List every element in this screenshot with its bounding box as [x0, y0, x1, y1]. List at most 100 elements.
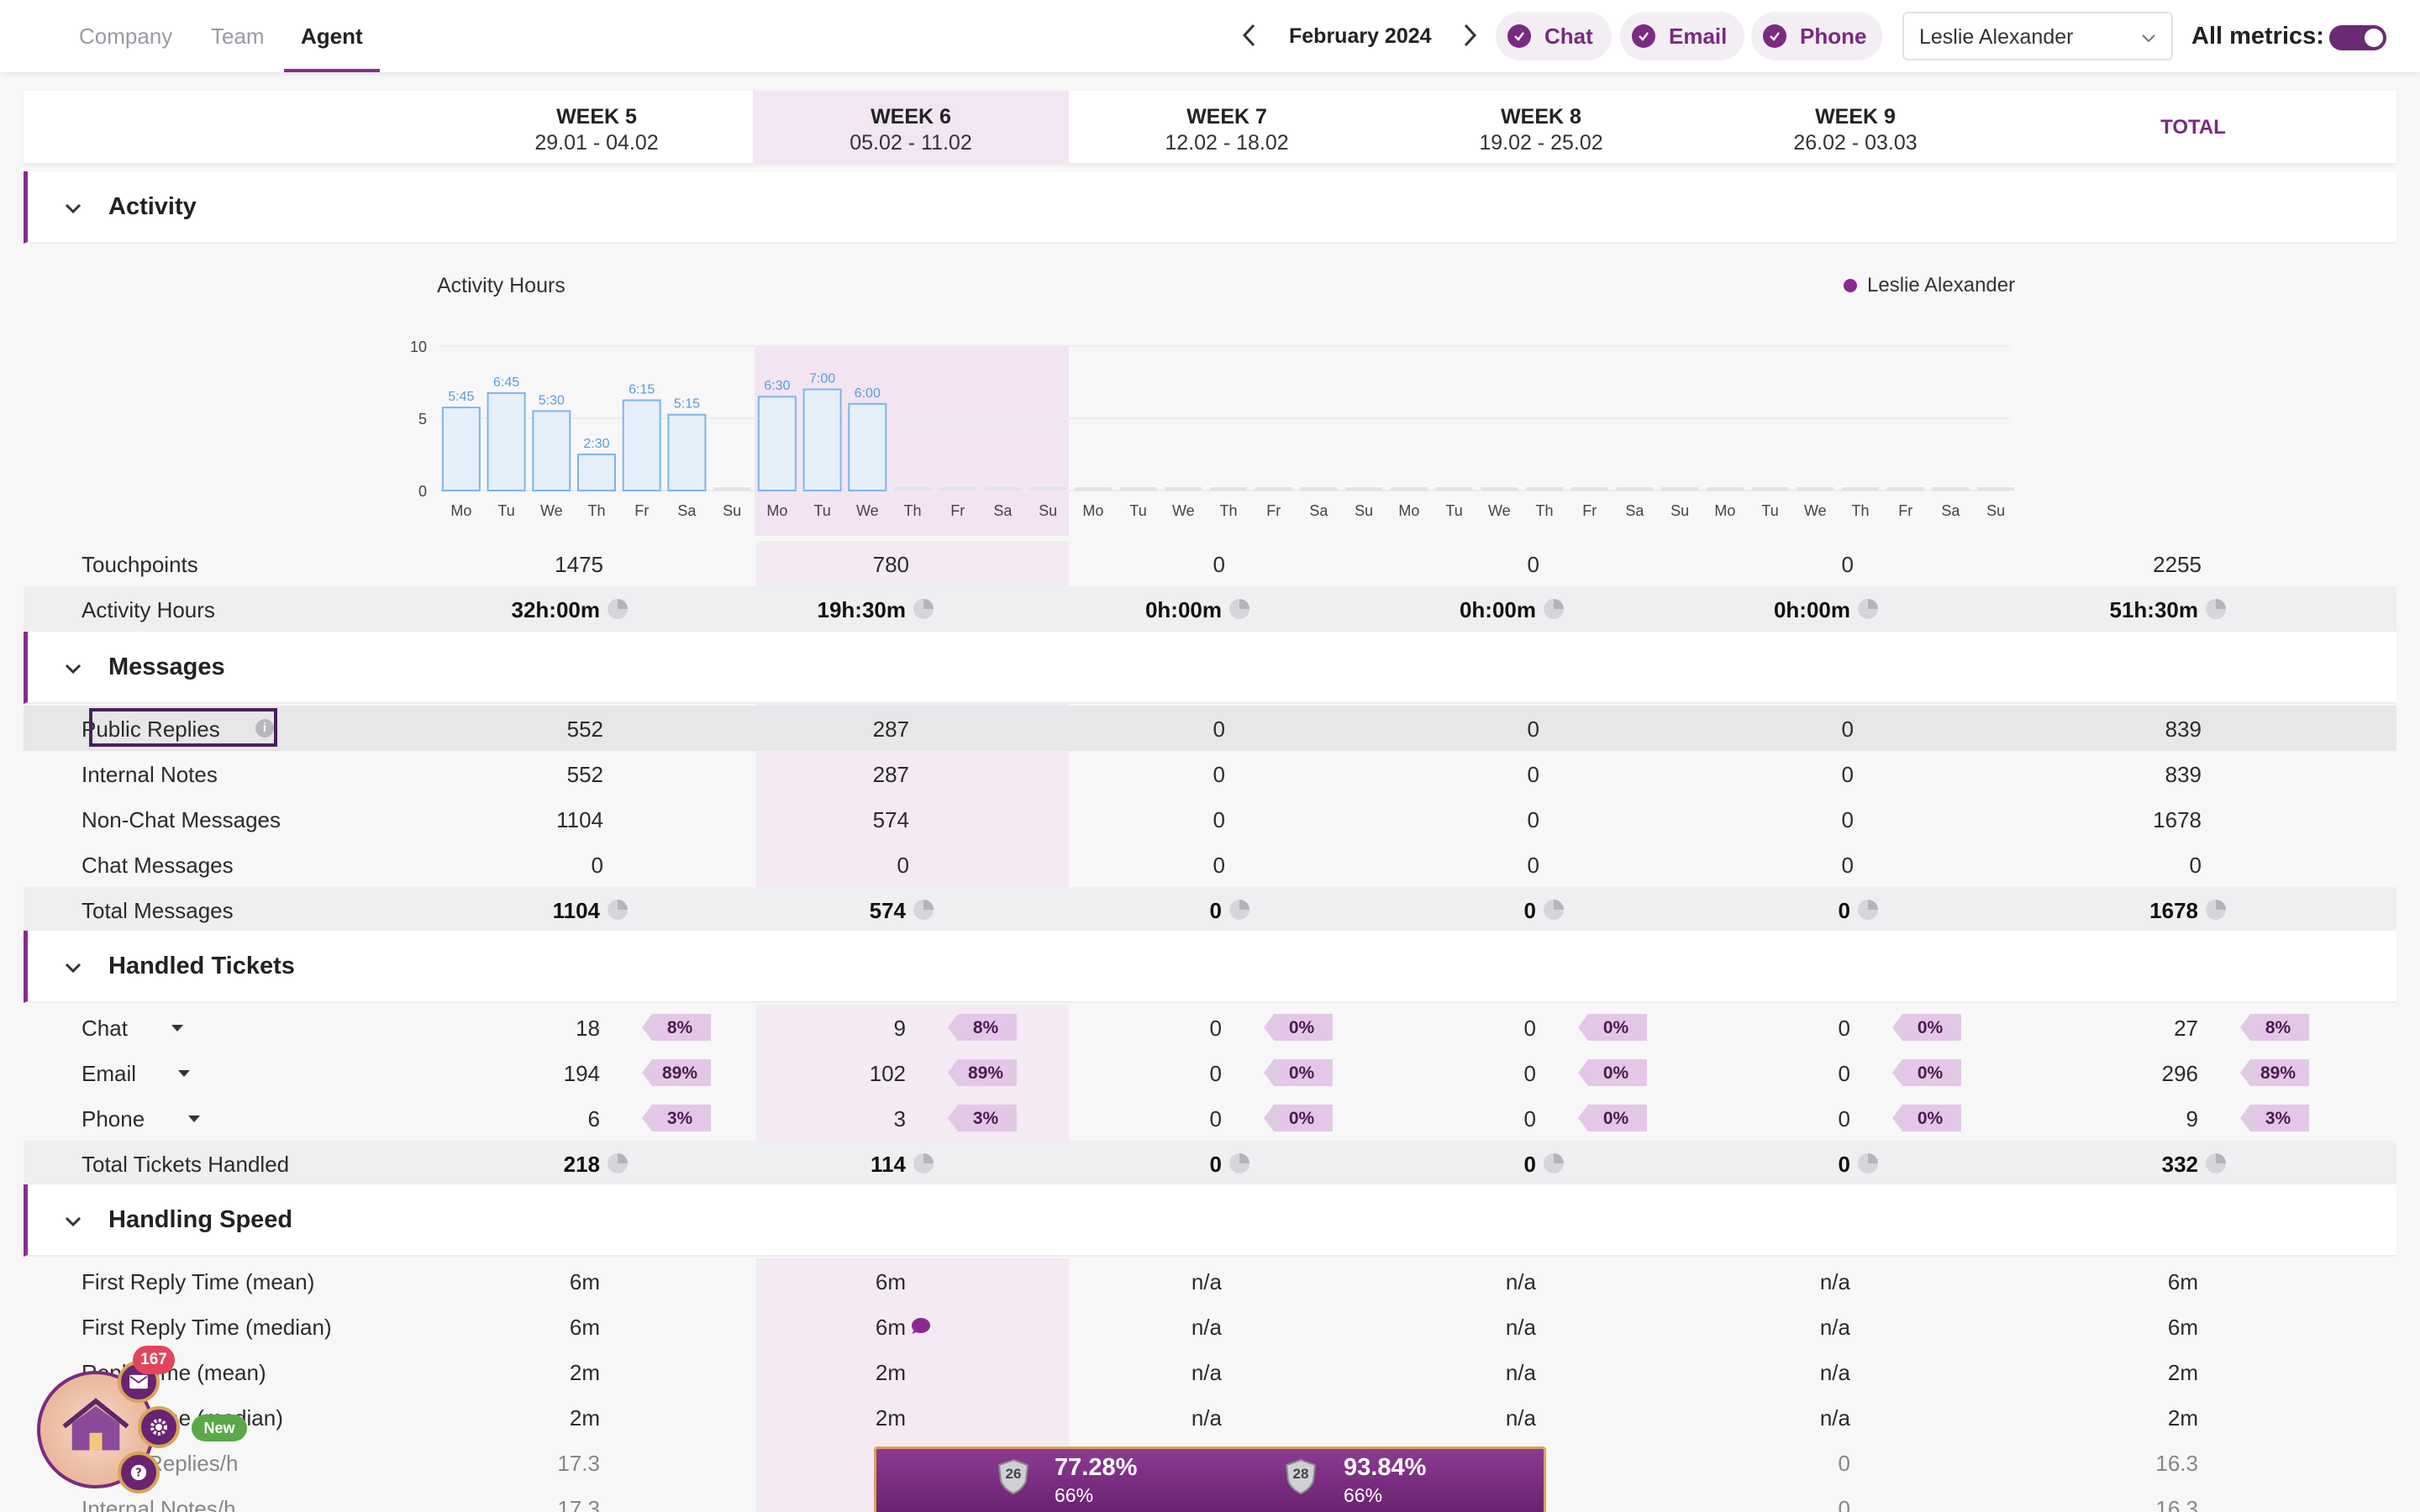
chart-breakdown-icon[interactable] [1857, 899, 1879, 921]
next-month-button[interactable] [1457, 20, 1482, 50]
agent-select[interactable]: Leslie Alexander [1902, 12, 2173, 60]
checkmark-icon [1632, 24, 1655, 48]
chart-bar[interactable] [1210, 487, 1247, 491]
chart-bar[interactable] [1570, 487, 1608, 491]
chart-bar[interactable] [1751, 487, 1789, 491]
chart-bar[interactable] [939, 487, 976, 491]
chart-bar[interactable] [1255, 487, 1292, 491]
chart-bar[interactable] [1029, 487, 1067, 491]
chart-bar[interactable] [667, 413, 707, 491]
x-tick-label: Mo [1398, 502, 1419, 519]
chart-bar[interactable] [1390, 487, 1428, 491]
new-badge: New [192, 1415, 247, 1441]
y-tick-label: 5 [418, 411, 427, 428]
chart-breakdown-icon[interactable] [1228, 598, 1250, 620]
chart-breakdown-icon[interactable] [1543, 899, 1565, 921]
channel-label: Chat [1544, 23, 1593, 49]
section-title: Handling Speed [108, 1206, 293, 1233]
chart-breakdown-icon[interactable] [2205, 1152, 2227, 1174]
metric-value: 1104 [556, 807, 603, 832]
chart-bar[interactable] [1886, 487, 1924, 491]
chart-bar[interactable] [1842, 487, 1879, 491]
chart-legend[interactable]: Leslie Alexander [1844, 274, 2015, 297]
chart-bar[interactable] [1119, 487, 1157, 491]
chart-breakdown-icon[interactable] [1857, 598, 1879, 620]
metric-value: 0 [1523, 1061, 1536, 1086]
chart-breakdown-icon[interactable] [1857, 1152, 1879, 1174]
achievement-bar[interactable]: 26 77.28% 66% 28 93.84% 66% [874, 1446, 1546, 1512]
section-header-handling-speed[interactable]: Handling Speed [24, 1184, 2396, 1257]
chart-bar[interactable] [622, 399, 661, 491]
settings-button[interactable] [138, 1406, 180, 1448]
chart-bar[interactable] [1300, 487, 1338, 491]
chart-bar[interactable] [441, 407, 481, 491]
caret-down-icon[interactable] [176, 1068, 192, 1079]
chart-bar[interactable] [1932, 487, 1970, 491]
chevron-right-icon [1464, 24, 1477, 47]
chart-bar[interactable] [1165, 487, 1202, 491]
channel-filter-chat[interactable]: Chat [1496, 12, 1612, 60]
chart-bar[interactable] [1481, 487, 1518, 491]
percent-value: 89% [967, 1063, 1004, 1083]
bar-data-label: 2:30 [583, 437, 609, 451]
chart-breakdown-icon[interactable] [607, 598, 629, 620]
tab-team[interactable]: Team [211, 24, 265, 49]
chart-bar[interactable] [894, 487, 931, 491]
chart-breakdown-icon[interactable] [607, 899, 629, 921]
chart-breakdown-icon[interactable] [1228, 899, 1250, 921]
section-header-handled-tickets[interactable]: Handled Tickets [24, 931, 2396, 1003]
comment-icon[interactable] [909, 1317, 931, 1336]
bar-data-label: 6:15 [629, 383, 655, 397]
chart-bar[interactable] [1977, 487, 2015, 491]
chart-bar[interactable] [1616, 487, 1654, 491]
week-dates: 05.02 - 11.02 [850, 131, 972, 155]
chart-bar[interactable] [1706, 487, 1744, 491]
chart-breakdown-icon[interactable] [1228, 1152, 1250, 1174]
metric-value: n/a [1191, 1405, 1222, 1431]
row-label: Touchpoints [82, 552, 198, 577]
chart-bar[interactable] [984, 487, 1022, 491]
metric-value: 9 [893, 1016, 906, 1041]
info-icon[interactable]: i [255, 719, 274, 738]
section-header-activity[interactable]: Activity [24, 171, 2396, 244]
row-label: Internal Notes [82, 762, 218, 787]
x-tick-label: Mo [1714, 502, 1735, 519]
chart-bar[interactable] [1345, 487, 1383, 491]
previous-month-button[interactable] [1237, 20, 1262, 50]
chart-bar[interactable] [848, 402, 887, 491]
channel-filter-phone[interactable]: Phone [1751, 12, 1882, 60]
chart-bar[interactable] [1797, 487, 1834, 491]
metric-value: 780 [872, 552, 909, 577]
chart-bar[interactable] [802, 388, 842, 491]
chart-bar[interactable] [1661, 487, 1699, 491]
tab-company[interactable]: Company [79, 24, 173, 49]
chart-bar[interactable] [1074, 487, 1112, 491]
x-tick-label: Fr [1266, 502, 1281, 519]
chart-bar[interactable] [757, 396, 797, 491]
chart-bar[interactable] [487, 391, 526, 491]
y-tick-label: 0 [418, 483, 427, 500]
chart-breakdown-icon[interactable] [607, 1152, 629, 1174]
channel-filter-email[interactable]: Email [1620, 12, 1744, 60]
chart-bar[interactable] [577, 454, 616, 491]
caret-down-icon[interactable] [170, 1023, 185, 1033]
chart-bar[interactable] [1435, 487, 1473, 491]
metric-value: 1678 [2149, 898, 2198, 923]
caret-down-icon[interactable] [187, 1114, 202, 1124]
chevron-down-icon [65, 963, 82, 974]
chart-breakdown-icon[interactable] [1543, 598, 1565, 620]
help-button[interactable]: ? [118, 1452, 160, 1494]
chart-breakdown-icon[interactable] [913, 598, 934, 620]
section-header-messages[interactable]: Messages [24, 632, 2396, 704]
all-metrics-toggle[interactable] [2329, 25, 2386, 50]
chart-breakdown-icon[interactable] [913, 1152, 934, 1174]
x-tick-label: Th [1851, 502, 1869, 519]
chart-bar[interactable] [532, 410, 571, 491]
tab-agent[interactable]: Agent [301, 24, 363, 49]
chart-bar[interactable] [1526, 487, 1563, 491]
chart-bar[interactable] [713, 487, 751, 491]
chart-breakdown-icon[interactable] [2205, 598, 2227, 620]
chart-breakdown-icon[interactable] [913, 899, 934, 921]
chart-breakdown-icon[interactable] [1543, 1152, 1565, 1174]
chart-breakdown-icon[interactable] [2205, 899, 2227, 921]
